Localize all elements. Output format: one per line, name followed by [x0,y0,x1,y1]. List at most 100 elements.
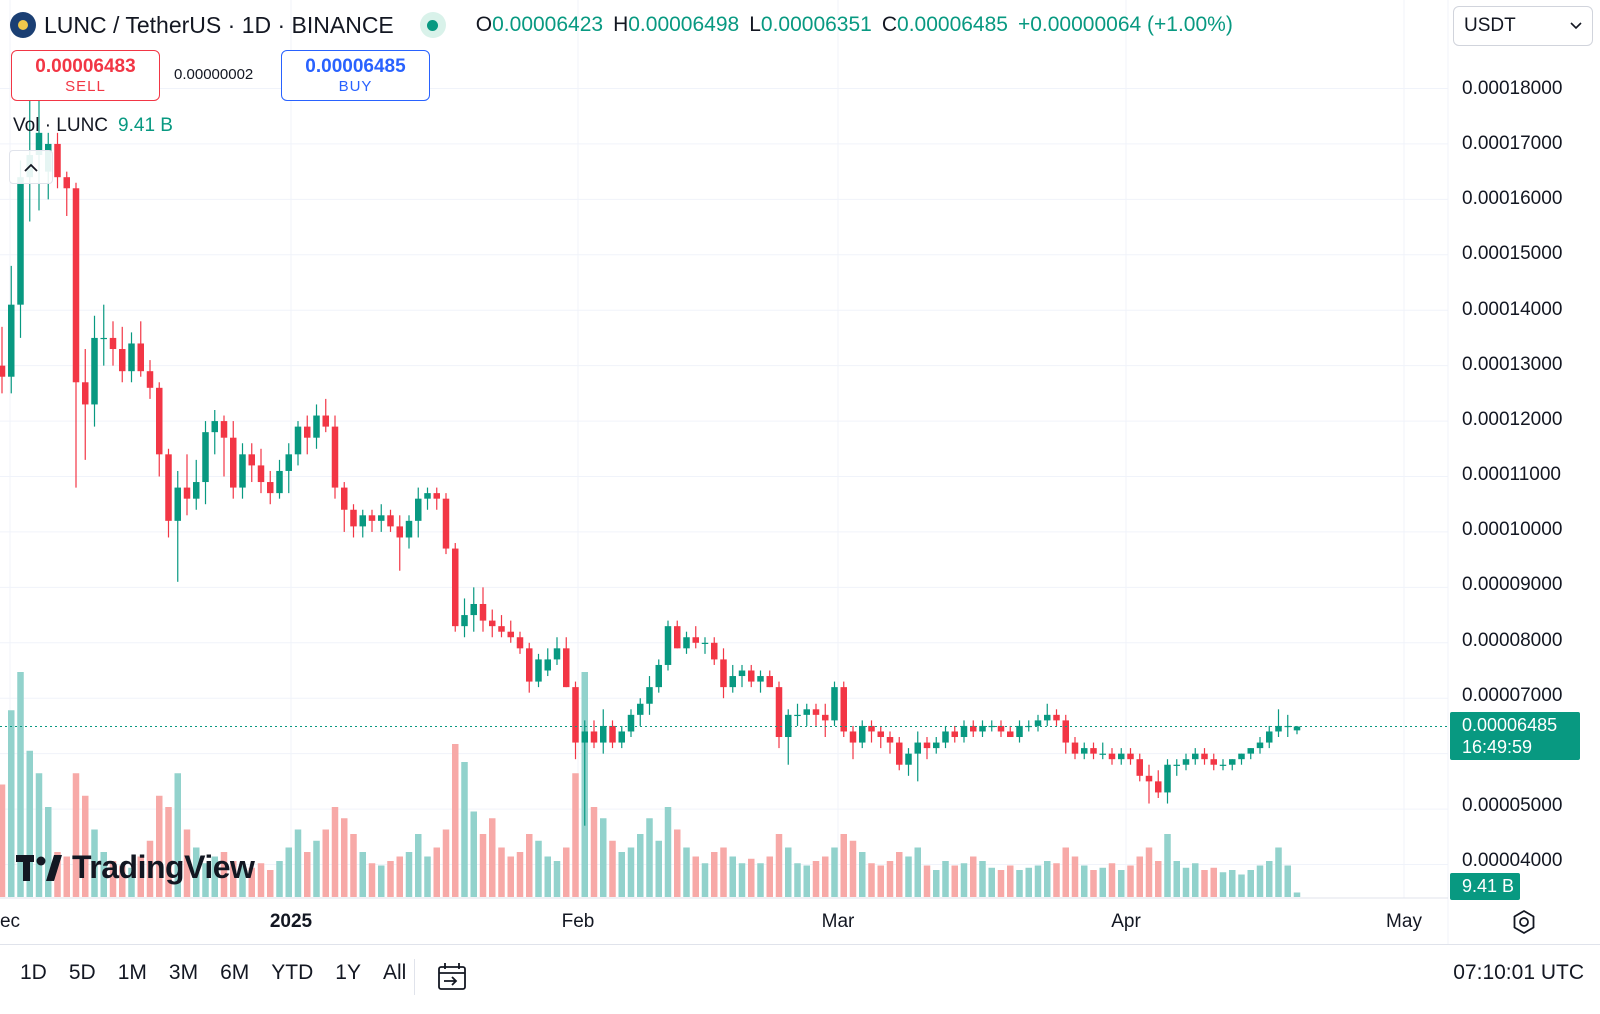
range-6m-button[interactable]: 6M [220,961,250,984]
volume-bar [618,852,625,897]
volume-bar [202,863,209,897]
candle-body [1219,764,1227,766]
candle-body [840,687,847,732]
candle-body [239,454,246,488]
price-axis-label: 0.00018000 [1462,78,1563,99]
candle-body [970,725,977,732]
volume-bar [905,856,912,897]
volume-bar [331,807,339,897]
volume-bar [359,852,366,897]
range-5d-button[interactable]: 5D [68,961,96,984]
volume-bar [174,773,181,897]
candle-body [267,482,274,494]
utc-clock[interactable]: 07:10:01 UTC [1453,961,1584,984]
candle-body [378,515,385,521]
candle-body [1256,742,1264,749]
volume-bar [692,856,699,897]
candle-body [1136,759,1143,776]
candle-body [655,664,662,688]
candle-body [119,349,126,372]
volume-bar [498,847,505,897]
candle-body [997,725,1005,732]
volume-bar [812,861,820,897]
candle-body [683,637,690,649]
candlestick-chart[interactable] [0,0,1600,944]
volume-bar [1099,867,1106,897]
volume-bar [91,829,98,897]
candle-body [822,714,829,721]
volume-bar [156,795,163,897]
volume-bar [63,856,70,897]
candle-body [424,493,431,499]
range-all-button[interactable]: All [382,961,407,984]
volume-bar [109,861,117,897]
go-to-date-icon[interactable] [434,959,470,995]
volume-bar [572,773,579,897]
candle-body [877,731,884,738]
candle-body [535,659,542,682]
volume-bar [674,829,681,897]
buy-button[interactable]: 0.00006485 BUY [281,50,430,101]
collapse-legend-button[interactable] [9,150,53,184]
volume-bar [479,834,487,897]
volume-bar [757,863,764,897]
volume-bar [1081,865,1088,897]
volume-bar [738,863,746,897]
volume-bar [35,773,43,897]
volume-bar [544,856,551,897]
candle-body [1155,781,1162,793]
candle-body [63,177,70,189]
candle-body [313,415,320,438]
candle-body [350,509,357,527]
candle-body [553,648,561,660]
low-value: 0.00006351 [760,13,872,36]
candle-body [479,603,487,621]
candle-body [905,753,912,765]
ohlc-values: O 0.00006423 H 0.00006498 L 0.00006351 C… [466,13,1233,37]
volume-bar [563,847,570,897]
candle-body [1108,753,1116,760]
volume-bar [285,847,292,897]
volume-bar [942,861,949,897]
range-1d-button[interactable]: 1D [20,961,47,984]
volume-bar [387,861,394,897]
sell-button[interactable]: 0.00006483 SELL [11,50,160,101]
price-axis-label: 0.00005000 [1462,795,1563,816]
volume-bar [1210,867,1217,897]
range-1m-button[interactable]: 1M [117,961,147,984]
candle-body [1293,726,1301,731]
volume-bar [646,818,653,897]
candle-body [128,343,135,372]
currency-select[interactable]: USDT [1453,6,1593,46]
candle-body [729,676,736,688]
price-axis-label: 0.00016000 [1462,188,1563,209]
price-axis-label: 0.00008000 [1462,630,1563,651]
volume-bar [507,856,514,897]
range-3m-button[interactable]: 3M [168,961,199,984]
candle-body [664,626,672,665]
candle-body [711,642,718,660]
sell-price: 0.00006483 [35,55,136,77]
volume-bar [997,870,1005,897]
price-axis-label: 0.00013000 [1462,354,1563,375]
candle-body [618,731,625,743]
candle-body [1044,714,1051,721]
price-axis-label: 0.00012000 [1462,409,1563,430]
volume-bar [470,811,477,897]
volume-bar [729,856,736,897]
high-value: 0.00006498 [628,13,740,36]
candle-body [183,487,191,499]
volume-bar [683,847,690,897]
volume-legend-label: Vol · LUNC [13,115,109,136]
candle-body [507,631,514,638]
symbol-title[interactable]: LUNC / TetherUS · 1D · BINANCE [44,11,394,38]
chart-settings-button[interactable] [1510,908,1538,936]
candle-body [156,387,163,455]
candle-body [91,337,98,405]
price-axis-label: 0.00004000 [1462,850,1563,871]
range-ytd-button[interactable]: YTD [271,961,314,984]
volume-bar [119,865,126,897]
open-key: O [475,13,493,36]
range-1y-button[interactable]: 1Y [335,961,361,984]
candle-body [738,670,746,677]
